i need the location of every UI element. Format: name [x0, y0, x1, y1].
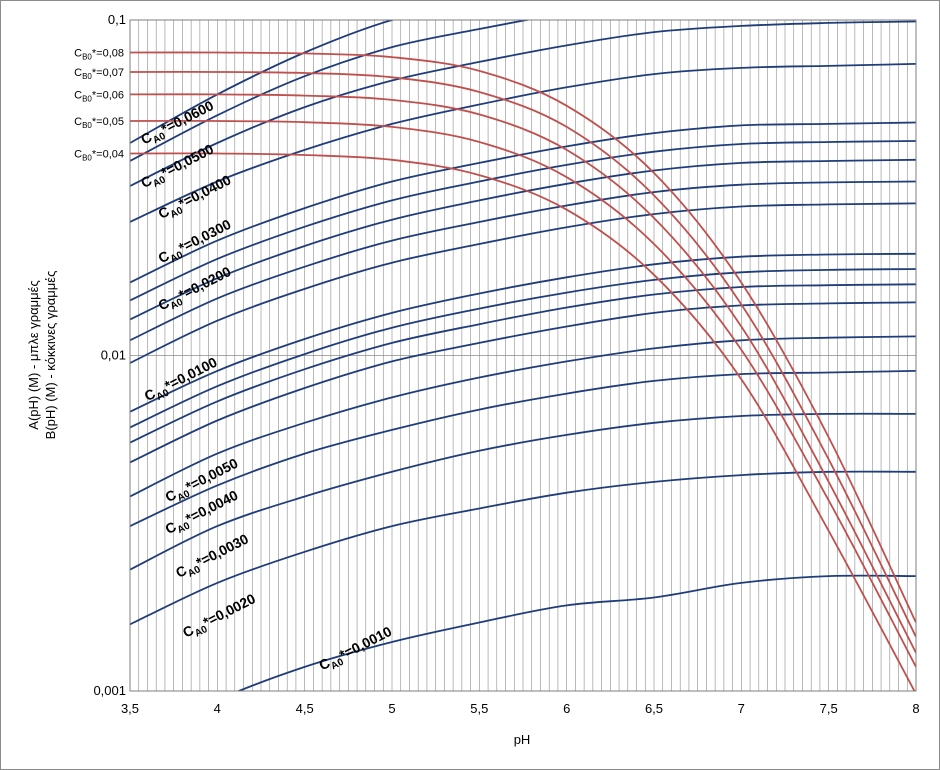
red-series-line-1: [130, 71, 916, 638]
label-subscript: A0: [193, 624, 210, 640]
label-value: *=0,07: [92, 67, 124, 79]
label-subscript: A0: [169, 297, 186, 313]
y-tick-label: 0,1: [108, 12, 126, 27]
label-prefix: C: [74, 116, 82, 128]
red-curve-label: CB0*=0,08: [74, 48, 124, 62]
label-prefix: C: [74, 67, 82, 79]
x-tick-label: 6,5: [645, 701, 663, 716]
label-subscript: A0: [151, 174, 168, 190]
label-subscript: A0: [329, 656, 346, 672]
label-subscript: A0: [155, 387, 172, 403]
label-prefix: C: [74, 48, 82, 60]
tick-labels: 3,5 4 4,5 5 5,5 6 6,5 7 7,5 8 0,001 0,01 0,1: [93, 12, 919, 716]
label-prefix: C: [74, 149, 82, 161]
label-value: *=0,06: [92, 89, 124, 101]
x-axis-title: pH: [514, 732, 531, 747]
label-subscript: A0: [186, 564, 203, 580]
red-curve-label: CB0*=0,06: [74, 89, 124, 103]
x-tick-label: 3,5: [121, 701, 139, 716]
blue-series-line-12: [130, 301, 916, 464]
y-tick-label: 0,001: [93, 683, 126, 698]
label-subscript: B0: [82, 72, 92, 81]
blue-series-line-6: [130, 158, 916, 321]
blue-series-line-3: [130, 63, 916, 223]
blue-series-line-8: [130, 202, 916, 364]
red-series-group: [130, 51, 916, 691]
label-value: *=0,05: [92, 116, 124, 128]
blue-series-line-11: [130, 283, 916, 444]
blue-series-line-9: [130, 252, 916, 413]
blue-series-line-16: [130, 470, 916, 626]
x-tick-label: 4,5: [296, 701, 314, 716]
label-subscript: A0: [176, 488, 193, 504]
y-tick-label: 0,01: [101, 348, 126, 363]
y-axis-title-line2: B(pH) (M) - κόκκινες γραμμές: [43, 271, 58, 440]
blue-series-line-10: [130, 268, 916, 429]
label-subscript: A0: [176, 520, 193, 536]
x-tick-label: 4: [214, 701, 221, 716]
x-tick-label: 7,5: [820, 701, 838, 716]
x-tick-label: 5: [388, 701, 395, 716]
grid: [129, 20, 917, 691]
label-subscript: B0: [82, 154, 92, 163]
blue-series-line-4: [130, 121, 916, 284]
label-subscript: B0: [82, 53, 92, 62]
red-series-line-4: [130, 152, 916, 691]
x-tick-label: 8: [912, 701, 919, 716]
label-prefix: C: [74, 89, 82, 101]
label-subscript: B0: [82, 121, 92, 130]
x-tick-label: 7: [738, 701, 745, 716]
red-series-line-3: [130, 120, 916, 668]
label-subscript: A0: [169, 249, 186, 265]
label-value: *=0,04: [92, 149, 124, 161]
x-tick-label: 5,5: [470, 701, 488, 716]
blue-series-line-14: [130, 370, 916, 527]
blue-series-line-17: [236, 574, 916, 691]
y-axis-title-line1: A(pH) (M) - μπλε γραμμές: [26, 280, 41, 429]
blue-series-line-5: [130, 140, 916, 302]
red-series-line-0: [130, 51, 916, 623]
blue-series-line-15: [130, 412, 916, 571]
red-curve-label: CB0*=0,04: [74, 149, 124, 163]
blue-series-line-2: [130, 20, 916, 187]
x-tick-label: 6: [563, 701, 570, 716]
blue-series-line-13: [130, 335, 916, 498]
label-subscript: B0: [82, 94, 92, 103]
red-series-line-2: [130, 93, 916, 654]
plot-border: [129, 19, 917, 692]
label-subscript: A0: [169, 205, 186, 221]
label-value: *=0,08: [92, 48, 124, 60]
red-curve-label: CB0*=0,07: [74, 67, 124, 81]
label-subscript: A0: [151, 131, 168, 147]
blue-series-line-7: [130, 180, 916, 342]
red-curve-label: CB0*=0,05: [74, 116, 124, 130]
